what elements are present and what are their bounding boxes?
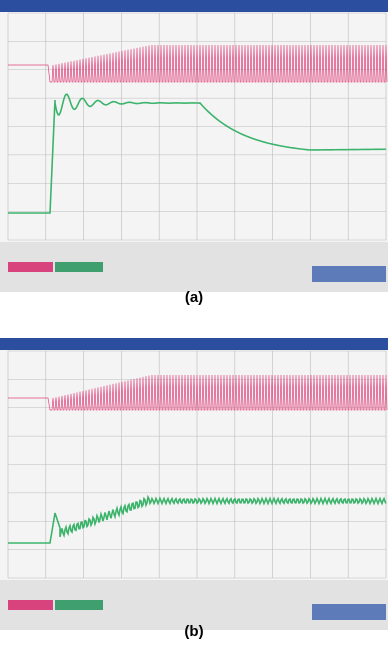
channel-box [8, 262, 53, 272]
channel-box [55, 262, 103, 272]
menu-bar [0, 0, 388, 12]
scope-panel-b [0, 338, 388, 630]
figure: (a) (b) [0, 0, 388, 652]
channel-box [55, 600, 103, 610]
timebase-box [312, 266, 386, 282]
panel-label: (b) [184, 623, 203, 640]
timebase-box [312, 604, 386, 620]
scope-panel-a [0, 0, 388, 292]
menu-bar [0, 338, 388, 350]
panel-label: (a) [185, 289, 203, 306]
channel-box [8, 600, 53, 610]
